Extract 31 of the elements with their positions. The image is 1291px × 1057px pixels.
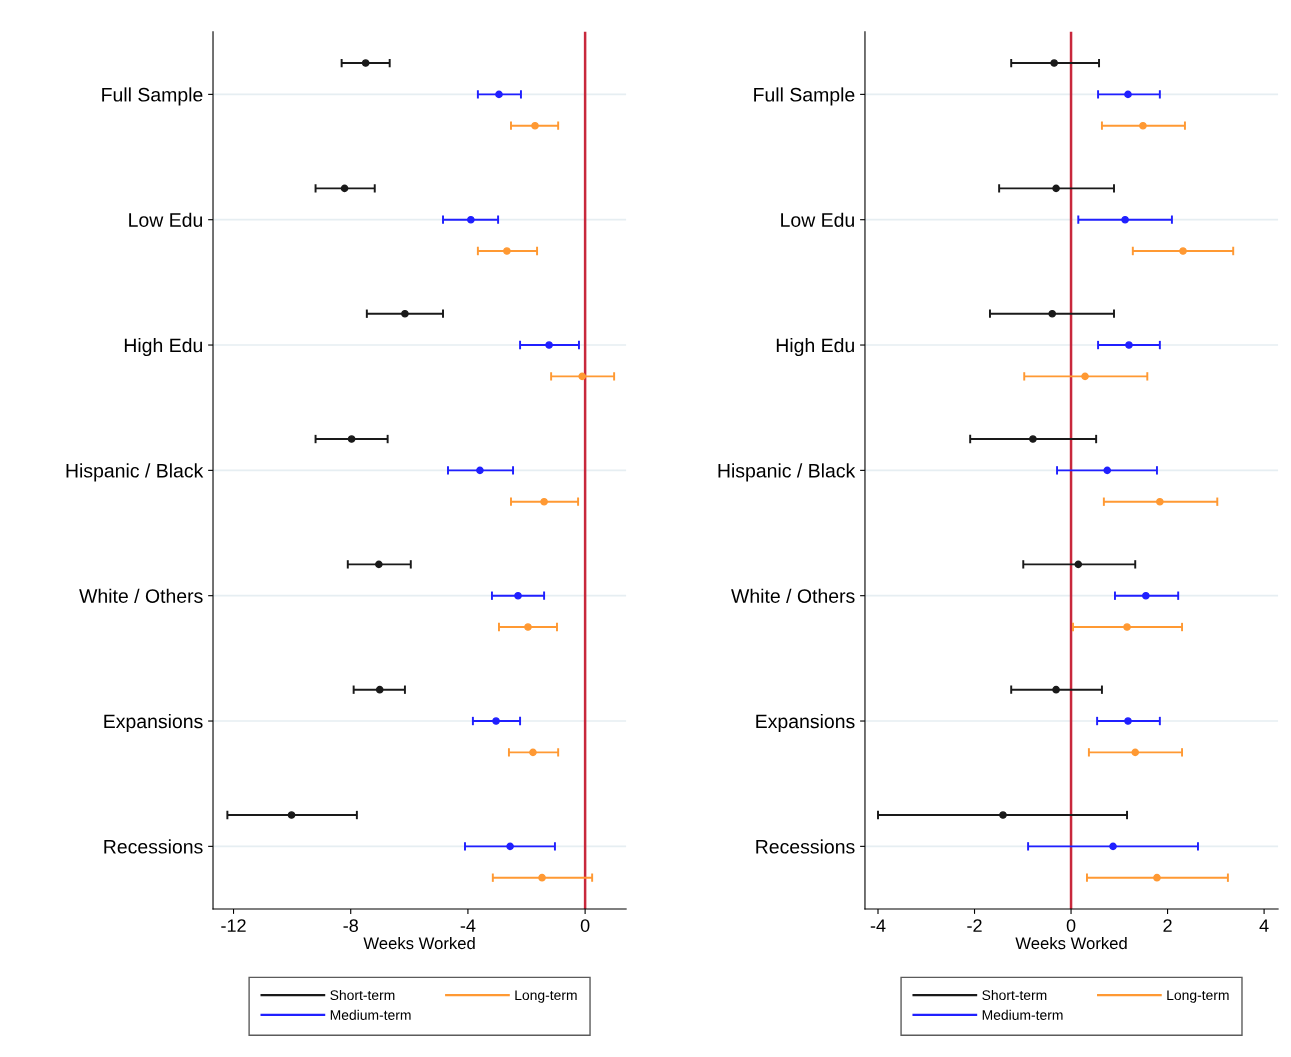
x-tick-label: -4 xyxy=(870,919,886,932)
y-tick-label: High Edu xyxy=(124,337,202,357)
y-tick-label: Full Sample xyxy=(754,87,855,106)
y-tick-label: Recessions xyxy=(756,839,855,854)
y-tick-label: Recessions xyxy=(104,839,203,854)
legend-label: Medium-term xyxy=(982,1009,1063,1020)
x-axis-title: Weeks Worked xyxy=(363,936,475,950)
y-tick-label: Low Edu xyxy=(781,212,854,227)
x-tick-label: -12 xyxy=(221,919,246,932)
y-tick-label: White / Others xyxy=(731,588,855,603)
legend-label: Long-term xyxy=(1167,990,1229,1003)
x-tick-label: 4 xyxy=(1259,919,1269,932)
x-tick-label: -2 xyxy=(967,919,982,932)
y-tick-label: Hispanic / Black xyxy=(718,463,856,482)
x-tick-label: -4 xyxy=(460,919,476,932)
y-tick-label: Low Edu xyxy=(129,212,202,227)
y-tick-label: Hispanic / Black xyxy=(66,463,204,482)
y-tick-label: Expansions xyxy=(756,713,855,733)
x-tick-label: -8 xyxy=(343,919,358,932)
y-tick-label: White / Others xyxy=(79,588,203,603)
x-tick-label: 0 xyxy=(1066,919,1076,932)
legend-label: Medium-term xyxy=(330,1009,411,1020)
x-tick-label: 0 xyxy=(580,919,590,932)
y-tick-label: High Edu xyxy=(776,337,854,357)
y-tick-label: Expansions xyxy=(104,713,203,733)
y-tick-label: Full Sample xyxy=(102,87,203,106)
x-axis-title: Weeks Worked xyxy=(1015,936,1127,950)
legend-label: Long-term xyxy=(515,990,577,1003)
legend-label: Short-term xyxy=(330,989,395,1001)
x-tick-label: 2 xyxy=(1163,919,1172,932)
legend-label: Short-term xyxy=(982,989,1047,1001)
